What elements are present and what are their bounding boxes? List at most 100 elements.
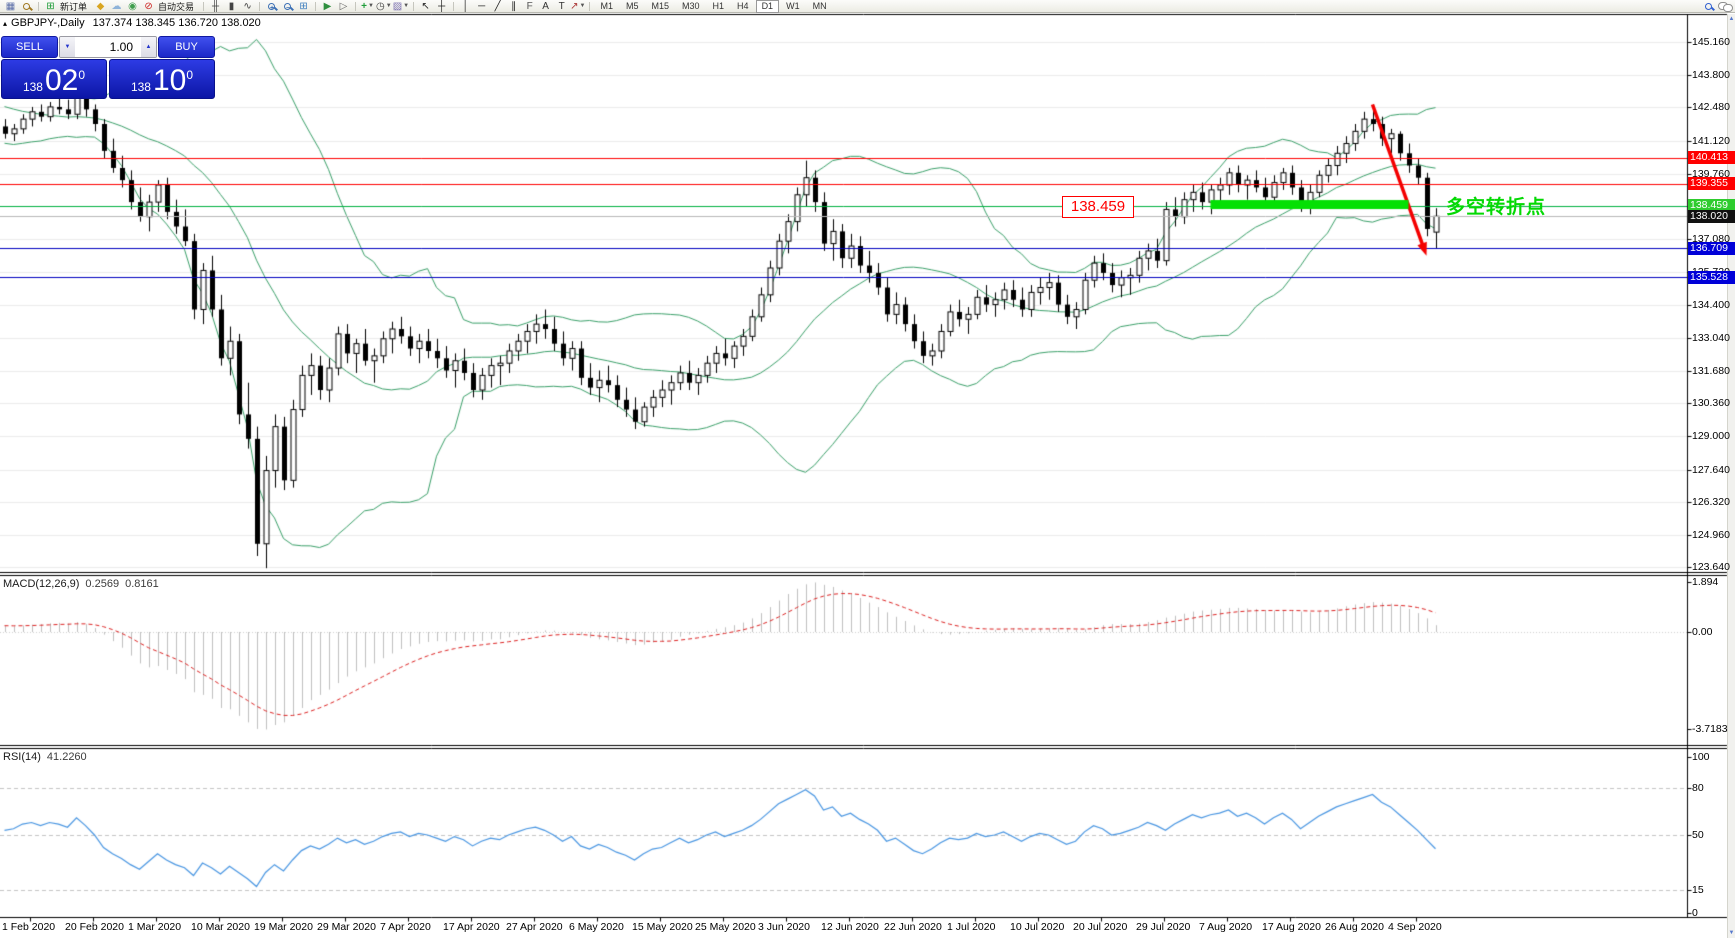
timeframe-m30-button[interactable]: M30 xyxy=(682,0,700,11)
timeframe-m1-button[interactable]: M1 xyxy=(600,0,613,11)
zoom-out-icon[interactable]: − xyxy=(280,0,295,12)
symbol-period-label: GBPJPY-,Daily xyxy=(11,17,85,29)
collapse-arrow-icon[interactable]: ▴ xyxy=(3,19,8,28)
price-tick-label: 143.800 xyxy=(1692,69,1730,82)
bar-chart-icon[interactable]: ╫ xyxy=(211,0,220,12)
annotation-note: 多空转折点 xyxy=(1446,197,1547,218)
vertical-line-icon[interactable]: │ xyxy=(462,0,469,12)
trendline-icon[interactable]: ╱ xyxy=(494,0,501,12)
date-label: 17 Apr 2020 xyxy=(443,921,500,933)
dropdown-caret-icon[interactable]: ▼ xyxy=(385,2,392,9)
buy-button[interactable]: BUY xyxy=(158,36,215,58)
rsi-value: 41.2260 xyxy=(46,751,87,763)
auto-scroll-icon[interactable]: ▶ xyxy=(323,0,332,12)
signal-icon[interactable]: ◉ xyxy=(128,0,137,12)
search-icon[interactable] xyxy=(1701,0,1716,12)
price-chip-135-528: 135.528 xyxy=(1688,270,1735,284)
rsi-tick-label: 80 xyxy=(1692,782,1704,795)
text-label-icon[interactable]: T xyxy=(558,0,565,12)
date-label: 27 Apr 2020 xyxy=(506,921,563,933)
timeframe-h1-button[interactable]: H1 xyxy=(712,0,725,11)
date-label: 1 Feb 2020 xyxy=(2,921,56,933)
date-label: 26 Aug 2020 xyxy=(1325,921,1384,933)
fibonacci-icon[interactable]: F xyxy=(526,0,533,12)
buy-price-pipette: 0 xyxy=(186,68,194,82)
indicators-icon[interactable]: + ▼ xyxy=(361,0,374,12)
timeframe-m5-button[interactable]: M5 xyxy=(625,0,639,11)
scroll-up-icon[interactable]: ▲ xyxy=(1728,16,1735,22)
templates-icon[interactable]: ▨ ▼ xyxy=(392,0,410,12)
date-label: 7 Apr 2020 xyxy=(380,921,431,933)
autotrading-icon[interactable]: ⊘ xyxy=(144,0,153,12)
price-tick-label: 129.000 xyxy=(1692,430,1730,443)
new-order-label[interactable]: 新订单 xyxy=(60,1,88,12)
arrows-icon[interactable]: ↗ ▼ xyxy=(570,0,586,12)
timeframe-m15-button[interactable]: M15 xyxy=(651,0,670,11)
price-level-callout: 138.459 xyxy=(1062,196,1134,218)
horizontal-line-icon[interactable]: ─ xyxy=(478,0,486,12)
chat-icon[interactable] xyxy=(1717,0,1733,12)
macd-indicator-label: MACD(12,26,9) 0.2569 0.8161 xyxy=(3,578,159,590)
volume-up-button[interactable]: ▲ xyxy=(141,37,156,57)
line-chart-icon[interactable]: ∿ xyxy=(243,0,252,12)
timeframe-d1-button[interactable]: D1 xyxy=(755,0,780,13)
candlestick-icon[interactable]: ▮ xyxy=(228,0,235,12)
volume-field[interactable]: 1.00 xyxy=(109,40,133,54)
price-tick-label: 123.640 xyxy=(1692,561,1730,574)
toolbar: ▦ ⊞ 新订单 ◆ ☁ ◉ ⊘ 自动交易 ╫ ▮ ∿ + − ⊞ ▶ ▷ + ▼ ◷ ▼ ▨ ▼ ↖ ┼ │ ─ ╱ ∥ F A T ↗ ▼ M1… xyxy=(0,0,1735,13)
price-tick-label: 126.320 xyxy=(1692,495,1730,508)
macd-signal-value: 0.8161 xyxy=(125,578,159,590)
dropdown-caret-icon[interactable]: ▼ xyxy=(403,2,410,9)
price-tick-label: 130.360 xyxy=(1692,397,1730,410)
date-label: 12 Jun 2020 xyxy=(821,921,879,933)
date-label: 29 Jul 2020 xyxy=(1136,921,1191,933)
rsi-tick-label: 15 xyxy=(1692,883,1704,896)
periods-icon[interactable]: ◷ ▼ xyxy=(376,0,392,12)
date-label: 10 Jul 2020 xyxy=(1010,921,1065,933)
sell-price-tile[interactable]: 138 02 0 xyxy=(1,59,107,99)
zoom-in-icon[interactable]: + xyxy=(264,0,279,12)
buy-price-main: 138 xyxy=(130,80,151,94)
chart-shift-icon[interactable]: ▷ xyxy=(339,0,348,12)
chart-window-icon[interactable]: ▦ xyxy=(5,0,16,12)
tile-windows-icon[interactable]: ⊞ xyxy=(299,0,308,12)
cloud-icon[interactable]: ☁ xyxy=(111,0,122,12)
toolbar-separator xyxy=(589,1,591,11)
price-chip-139-355: 139.355 xyxy=(1688,177,1735,191)
date-label: 4 Sep 2020 xyxy=(1388,921,1442,933)
dropdown-caret-icon[interactable]: ▼ xyxy=(579,2,586,9)
sell-button[interactable]: SELL xyxy=(1,36,58,58)
equidistant-channel-icon[interactable]: ∥ xyxy=(511,0,517,12)
timeframe-h4-button[interactable]: H4 xyxy=(737,0,749,11)
buy-price-big: 10 xyxy=(152,64,187,97)
timeframe-mn-button[interactable]: MN xyxy=(812,0,827,11)
new-order-icon[interactable]: ⊞ xyxy=(46,0,55,12)
search-icon xyxy=(1705,2,1712,10)
zoom-out-icon: − xyxy=(284,2,292,12)
dropdown-caret-icon[interactable]: ▼ xyxy=(367,2,374,9)
autotrading-label[interactable]: 自动交易 xyxy=(158,1,195,12)
market-watch-icon[interactable] xyxy=(19,0,34,12)
volume-stepper: ▼ 1.00 ▲ xyxy=(59,36,157,58)
gold-icon[interactable]: ◆ xyxy=(96,0,105,12)
chart-title: ▴ GBPJPY-,Daily 137.374 138.345 136.720 13… xyxy=(3,17,261,29)
crosshair-icon[interactable]: ┼ xyxy=(438,0,446,12)
date-label: 15 May 2020 xyxy=(632,921,693,933)
volume-down-button[interactable]: ▼ xyxy=(60,37,75,57)
sell-price-main: 138 xyxy=(22,80,43,94)
date-label: 20 Jul 2020 xyxy=(1073,921,1128,933)
macd-tick-label: -3.7183 xyxy=(1692,723,1728,736)
scroll-down-icon[interactable]: ▼ xyxy=(1728,930,1735,936)
price-tick-label: 145.160 xyxy=(1692,36,1730,48)
price-chip-140-413: 140.413 xyxy=(1688,151,1735,165)
cursor-icon[interactable]: ↖ xyxy=(421,0,430,12)
ohlc-values: 137.374 138.345 136.720 138.020 xyxy=(92,17,261,29)
date-label: 6 May 2020 xyxy=(569,921,624,933)
buy-price-tile[interactable]: 138 10 0 xyxy=(109,59,215,99)
toolbar-separator xyxy=(38,1,39,11)
rsi-title: RSI(14) xyxy=(3,751,41,763)
date-label: 1 Mar 2020 xyxy=(128,921,182,933)
timeframe-w1-button[interactable]: W1 xyxy=(786,0,800,11)
text-icon[interactable]: A xyxy=(542,0,549,12)
